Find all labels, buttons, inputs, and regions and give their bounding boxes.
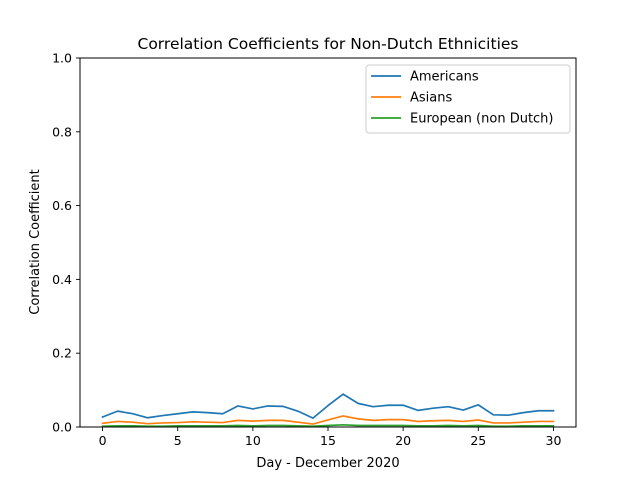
x-tick-label: 15 bbox=[320, 433, 336, 448]
chart-title: Correlation Coefficients for Non-Dutch E… bbox=[138, 35, 519, 53]
legend-label-1: Asians bbox=[410, 91, 452, 106]
y-tick-label: 0.8 bbox=[52, 124, 72, 139]
x-tick-label: 30 bbox=[546, 433, 562, 448]
series-line-1 bbox=[101, 415, 555, 425]
y-tick-label: 0.6 bbox=[52, 198, 72, 213]
x-tick-label: 0 bbox=[99, 433, 107, 448]
legend-label-2: European (non Dutch) bbox=[410, 112, 554, 127]
ticks-layer: 0 5 10 15 20 25 30 0.0 0.2 0.4 0.6 0.8 1.0 bbox=[52, 51, 561, 449]
legend: Americans Asians European (non Dutch) bbox=[365, 64, 571, 134]
x-tick-label: 10 bbox=[245, 433, 261, 448]
x-tick-label: 5 bbox=[174, 433, 182, 448]
y-axis-label: Correlation Coefficient bbox=[28, 169, 43, 315]
series-line-0 bbox=[101, 393, 555, 419]
x-tick-label: 20 bbox=[395, 433, 411, 448]
y-tick-label: 0.0 bbox=[52, 420, 72, 435]
plot-area-frame bbox=[79, 57, 577, 428]
y-tick-label: 0.4 bbox=[52, 272, 72, 287]
legend-label-0: Americans bbox=[410, 70, 479, 85]
y-tick-label: 1.0 bbox=[52, 51, 72, 66]
x-axis-label: Day - December 2020 bbox=[256, 456, 399, 471]
x-tick-label: 25 bbox=[470, 433, 486, 448]
legend-box bbox=[365, 64, 571, 134]
series-line-2 bbox=[101, 423, 555, 428]
y-tick-label: 0.2 bbox=[52, 346, 72, 361]
series-layer bbox=[101, 393, 555, 428]
